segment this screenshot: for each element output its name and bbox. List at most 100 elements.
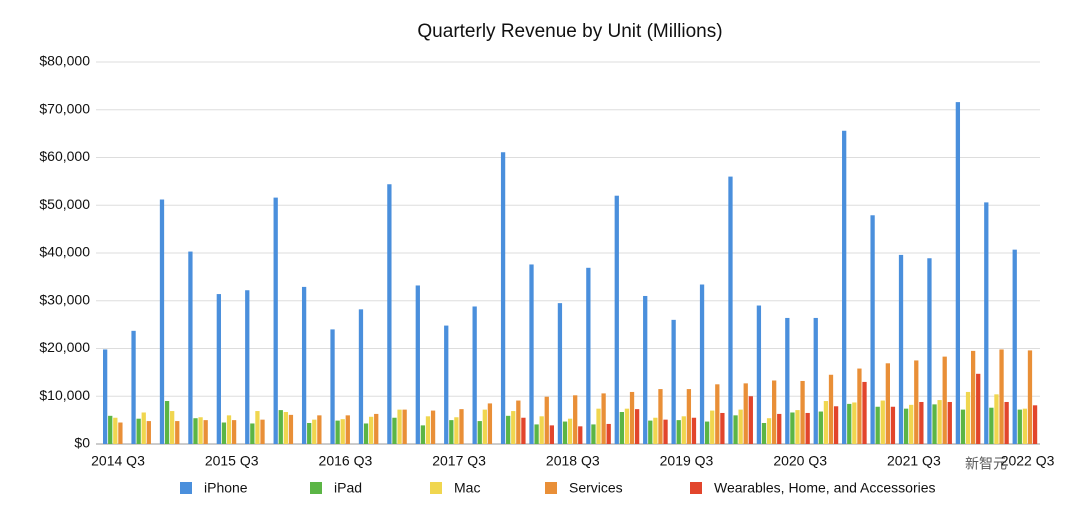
bar	[136, 418, 141, 444]
bar	[994, 394, 999, 444]
bar	[170, 411, 175, 444]
y-tick-label: $0	[74, 435, 90, 451]
bar	[960, 409, 966, 444]
bar	[539, 416, 544, 444]
bar	[785, 317, 790, 444]
bar	[425, 416, 431, 444]
bar	[970, 350, 976, 444]
bar	[221, 422, 227, 444]
legend-label: iPhone	[204, 480, 248, 496]
bar	[330, 329, 335, 444]
bar	[415, 285, 420, 444]
bar	[374, 413, 379, 444]
bar	[444, 325, 449, 444]
bar	[738, 409, 743, 444]
bar	[828, 374, 834, 444]
bar	[573, 395, 578, 444]
bar	[544, 396, 549, 444]
bar	[368, 416, 374, 444]
bar	[805, 412, 810, 444]
bar	[103, 349, 108, 444]
bar	[743, 383, 748, 444]
bar	[335, 420, 340, 444]
bar	[1032, 405, 1038, 444]
bar	[699, 284, 705, 444]
legend-label: iPad	[334, 480, 362, 496]
bar	[903, 408, 909, 444]
bar	[392, 417, 397, 444]
bar	[914, 360, 919, 444]
x-tick-label: 2017 Q3	[432, 453, 486, 469]
bar	[919, 401, 924, 444]
bar	[634, 409, 640, 444]
bar	[777, 413, 782, 444]
bar	[823, 401, 829, 444]
bar	[890, 406, 896, 444]
bar	[596, 408, 601, 444]
bar	[1027, 350, 1033, 444]
x-tick-label: 2014 Q3	[91, 453, 145, 469]
legend-label: Mac	[454, 480, 480, 496]
y-tick-label: $50,000	[39, 196, 90, 212]
y-tick-label: $80,000	[39, 53, 90, 69]
bar	[203, 420, 208, 444]
bar	[648, 420, 653, 444]
bar	[231, 420, 237, 444]
bar	[1004, 401, 1009, 444]
x-tick-label: 2016 Q3	[319, 453, 373, 469]
bar	[146, 421, 151, 444]
bar	[606, 423, 611, 444]
bar	[562, 421, 568, 444]
bar	[288, 414, 294, 444]
bar	[193, 418, 198, 444]
bar	[614, 195, 619, 444]
bar	[255, 411, 260, 444]
bar	[720, 412, 725, 444]
bar	[578, 426, 583, 444]
bar	[459, 409, 464, 444]
bar	[833, 406, 839, 444]
bar	[790, 412, 795, 444]
bar	[898, 254, 904, 444]
bar	[999, 349, 1004, 444]
bar	[506, 415, 511, 444]
bar	[653, 417, 658, 444]
bar	[710, 410, 715, 444]
bar	[937, 400, 942, 444]
bar	[454, 417, 459, 444]
bar	[557, 303, 563, 444]
bar	[932, 404, 937, 444]
bar	[663, 419, 668, 444]
bar	[1012, 249, 1017, 444]
bar	[875, 406, 880, 444]
bar	[601, 393, 606, 444]
bar	[857, 368, 862, 444]
bar	[301, 286, 307, 444]
bar	[482, 409, 487, 444]
bar	[955, 102, 961, 445]
x-tick-label: 2019 Q3	[660, 453, 714, 469]
legend-swatch	[545, 482, 557, 494]
y-tick-label: $30,000	[39, 291, 90, 307]
bar	[989, 407, 994, 444]
bar	[340, 419, 345, 444]
bar	[691, 417, 697, 444]
bar	[761, 422, 767, 444]
bar	[113, 417, 118, 444]
bar	[984, 202, 989, 444]
legend-swatch	[690, 482, 702, 494]
bar	[216, 294, 221, 444]
bar	[226, 415, 232, 444]
bar	[131, 330, 136, 444]
bar	[387, 184, 392, 445]
x-tick-label: 2015 Q3	[205, 453, 259, 469]
bar	[772, 380, 777, 444]
bar	[715, 384, 720, 444]
bar	[847, 403, 852, 444]
bar	[885, 363, 890, 444]
bar	[317, 415, 322, 444]
bar	[870, 215, 875, 444]
bar	[345, 415, 350, 444]
bar	[927, 258, 932, 444]
